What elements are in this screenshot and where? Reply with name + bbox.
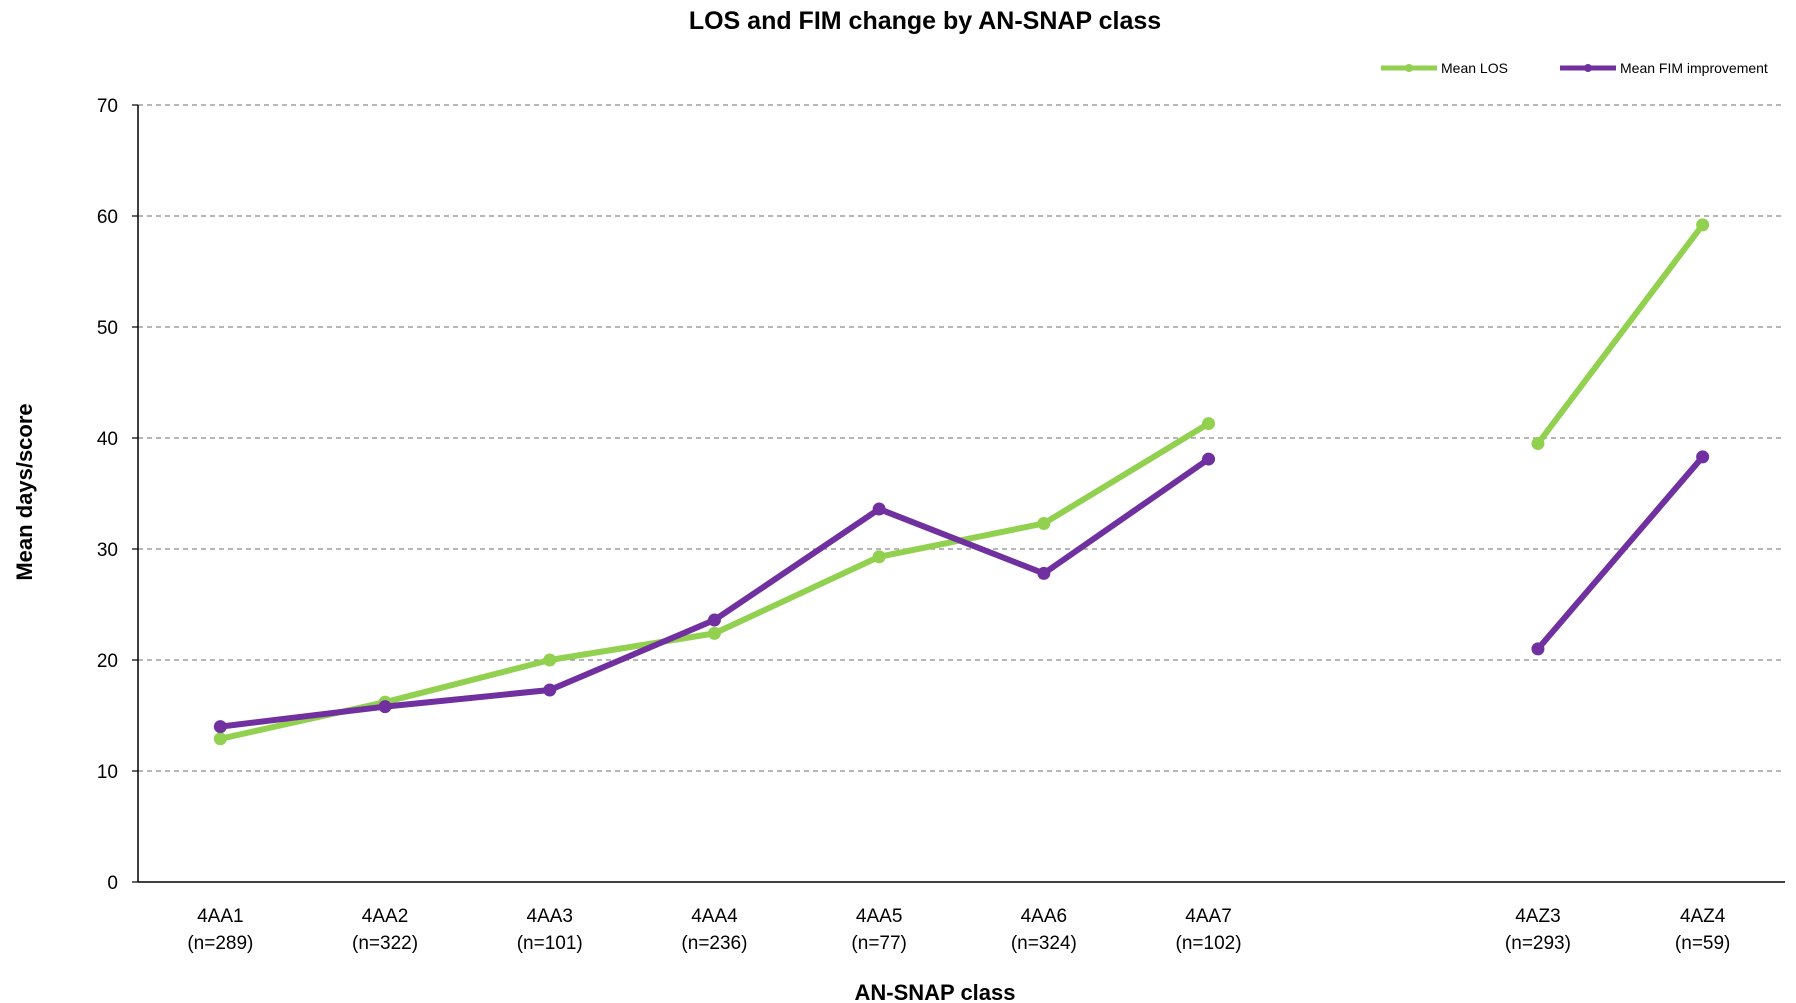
series-line [1534,453,1706,652]
data-point [872,550,886,564]
x-tick-label: 4AA4 [691,906,738,927]
x-tick-sample-size: (n=102) [1176,933,1242,954]
series-line [217,420,1212,742]
data-point [1696,218,1710,232]
x-axis-title: AN-SNAP class [855,980,1016,1003]
legend-marker [1584,64,1592,72]
x-tick-labels: 4AA1 (n=289) 4AA2 (n=322) 4AA3 (n=101) 4AA4 (n=… [187,906,1730,954]
x-tick-label: 4AA5 [856,906,902,927]
x-tick-label: 4AA3 [527,906,573,927]
data-point [707,613,721,627]
series-lines [213,218,1710,746]
data-point [213,720,227,734]
y-tick-labels: 0 10 20 30 40 50 60 70 [97,96,118,894]
data-point [1037,516,1051,530]
data-point [1202,417,1216,431]
legend: Mean LOS Mean FIM improvement [1381,60,1768,76]
y-tick-label: 0 [107,873,118,894]
y-tick-label: 60 [97,207,118,228]
series-line [217,456,1212,730]
data-point [707,626,721,640]
y-tick-label: 40 [97,429,118,450]
legend-label: Mean LOS [1441,60,1508,76]
series-mean-los [213,218,1710,746]
y-tick-label: 50 [97,318,118,339]
x-tick-sample-size: (n=101) [517,933,583,954]
y-tick-label: 30 [97,540,118,561]
y-tick-label: 20 [97,651,118,672]
x-tick-label: 4AA1 [197,906,243,927]
gridlines [132,104,1785,883]
axes [137,105,1785,883]
data-point [1531,642,1545,656]
x-tick-sample-size: (n=322) [352,933,418,954]
data-point [213,732,227,746]
x-tick-label: 4AA2 [362,906,408,927]
data-point [1531,437,1545,451]
x-tick-sample-size: (n=324) [1011,933,1077,954]
data-point [1202,452,1216,466]
x-tick-sample-size: (n=59) [1675,933,1730,954]
data-point [378,700,392,714]
x-tick-label: 4AZ4 [1680,906,1726,927]
data-point [543,653,557,667]
x-tick-sample-size: (n=236) [681,933,747,954]
x-tick-label: 4AA7 [1185,906,1231,927]
data-point [872,502,886,516]
x-tick-sample-size: (n=289) [187,933,253,954]
x-tick-label: 4AA6 [1021,906,1067,927]
chart-title: LOS and FIM change by AN-SNAP class [689,7,1161,35]
x-tick-sample-size: (n=77) [851,933,906,954]
x-tick-sample-size: (n=293) [1505,933,1571,954]
legend-marker [1405,64,1413,72]
y-axis-title: Mean days/score [12,403,37,580]
data-point [1037,566,1051,580]
data-point [543,683,557,697]
data-point [1696,450,1710,464]
x-tick-label: 4AZ3 [1515,906,1560,927]
y-tick-label: 70 [97,96,118,117]
y-tick-label: 10 [97,762,118,783]
legend-label: Mean FIM improvement [1620,60,1768,76]
series-line [1534,221,1706,447]
series-mean-fim-improvement [213,450,1710,734]
